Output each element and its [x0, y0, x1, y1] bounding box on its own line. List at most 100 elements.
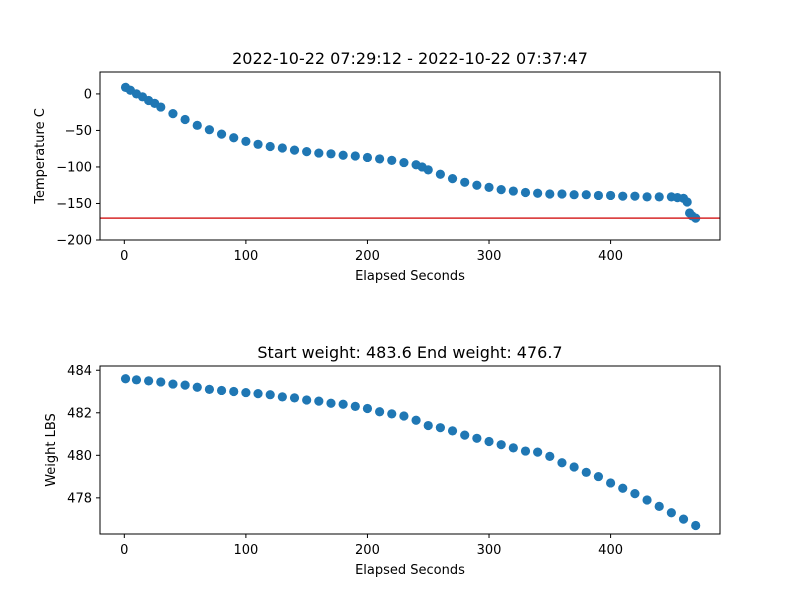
weight-chart: Start weight: 483.6 End weight: 476.7 We…	[44, 343, 721, 578]
temperature-data-point	[642, 192, 652, 202]
weight-data-point	[241, 387, 251, 398]
temperature-data-point	[630, 191, 640, 201]
weight-data-point	[630, 488, 640, 499]
temperature-data-point	[277, 143, 287, 153]
temperature-data-point	[289, 145, 300, 155]
weight-y-tick-label: 484	[67, 364, 92, 379]
temperature-data-point	[399, 157, 409, 168]
weight-axes-frame	[99, 365, 721, 535]
temperature-data-point	[375, 154, 385, 164]
weight-data-point	[302, 395, 312, 405]
weight-data-point	[605, 478, 616, 488]
temperature-data-point	[350, 151, 360, 161]
temperature-data-point	[593, 190, 604, 201]
weight-data-point	[192, 382, 202, 392]
weight-data-point	[691, 520, 701, 531]
weight-plot-area: 0 100 200 300 400 478 480 482 484	[67, 364, 721, 558]
weight-data-point	[168, 379, 178, 389]
temperature-data-point	[508, 186, 518, 196]
weight-data-point	[545, 451, 555, 461]
weight-data-point	[314, 396, 324, 406]
weight-data-point	[435, 423, 445, 433]
temperature-data-point	[581, 190, 591, 200]
weight-data-point	[460, 430, 470, 440]
temperature-data-point	[423, 165, 433, 175]
temperature-y-tick-label: −200	[56, 234, 92, 249]
weight-data-point	[387, 409, 397, 419]
weight-data-point	[472, 433, 482, 443]
temperature-data-point	[216, 129, 227, 139]
temperature-data-point	[168, 109, 178, 119]
weight-data-point	[593, 471, 604, 482]
weight-y-tick-label: 482	[67, 406, 92, 421]
weight-data-point	[144, 376, 154, 386]
weight-data-point	[484, 436, 494, 447]
weight-x-tick-label: 100	[233, 543, 258, 558]
weight-data-point	[204, 384, 215, 394]
weight-data-point	[520, 446, 531, 456]
temperature-data-point	[545, 189, 555, 199]
weight-y-tick-label: 480	[67, 449, 92, 464]
temperature-y-tick-label: −50	[65, 124, 92, 139]
weight-data-point	[533, 447, 543, 457]
temperature-data-point	[569, 190, 579, 200]
temperature-data-point	[253, 139, 263, 149]
weight-data-point	[666, 508, 676, 518]
temperature-data-point	[302, 147, 312, 157]
temperature-data-point	[362, 152, 373, 163]
temperature-x-tick-label: 0	[120, 249, 128, 264]
temperature-data-point	[654, 192, 664, 202]
temperature-data-point	[265, 141, 275, 152]
temperature-y-tick-label: −150	[56, 197, 92, 212]
weight-data-point	[411, 415, 421, 425]
temperature-data-point	[326, 149, 336, 159]
temperature-data-point	[460, 177, 470, 187]
temperature-data-point	[557, 189, 567, 199]
weight-y-axis-label: Weight LBS	[44, 413, 59, 487]
weight-x-tick-label: 300	[477, 543, 502, 558]
temperature-data-point	[338, 150, 348, 160]
weight-data-point	[156, 377, 166, 387]
temperature-data-point	[484, 182, 494, 193]
temperature-data-point	[314, 148, 324, 158]
weight-data-point	[338, 399, 348, 409]
weight-data-point	[496, 440, 506, 450]
weight-data-point	[326, 398, 336, 408]
temperature-data-point	[435, 169, 445, 179]
temperature-y-tick-label: −100	[56, 160, 92, 175]
weight-data-point	[216, 385, 227, 396]
temperature-data-point	[605, 190, 616, 201]
temperature-x-tick-label: 200	[355, 249, 380, 264]
temperature-points	[120, 82, 701, 223]
temperature-x-axis-label: Elapsed Seconds	[355, 269, 465, 284]
temperature-data-point	[682, 197, 692, 207]
temperature-y-tick-label: 0	[84, 87, 92, 102]
weight-data-point	[557, 458, 567, 468]
weight-data-point	[375, 407, 385, 417]
weight-x-tick-label: 200	[355, 543, 380, 558]
weight-data-point	[447, 426, 458, 436]
weight-data-point	[642, 495, 652, 505]
weight-data-point	[277, 392, 287, 402]
weight-data-point	[399, 411, 409, 421]
weight-data-point	[581, 467, 591, 477]
weight-chart-title: Start weight: 483.6 End weight: 476.7	[257, 343, 562, 362]
temperature-data-point	[496, 185, 506, 195]
weight-x-tick-label: 0	[120, 543, 128, 558]
weight-data-point	[289, 393, 300, 403]
weight-data-point	[654, 501, 664, 511]
weight-data-point	[423, 420, 433, 431]
temperature-x-tick-label: 100	[233, 249, 258, 264]
weight-data-point	[678, 514, 689, 524]
weight-data-point	[508, 443, 518, 453]
temperature-data-point	[520, 187, 531, 198]
weight-data-point	[350, 401, 360, 412]
temperature-data-point	[241, 136, 251, 146]
temperature-data-point	[387, 155, 397, 165]
temperature-axes-frame	[99, 71, 721, 241]
temperature-chart-title: 2022-10-22 07:29:12 - 2022-10-22 07:37:4…	[232, 49, 588, 68]
temperature-data-point	[472, 180, 482, 190]
weight-data-point	[362, 403, 373, 414]
